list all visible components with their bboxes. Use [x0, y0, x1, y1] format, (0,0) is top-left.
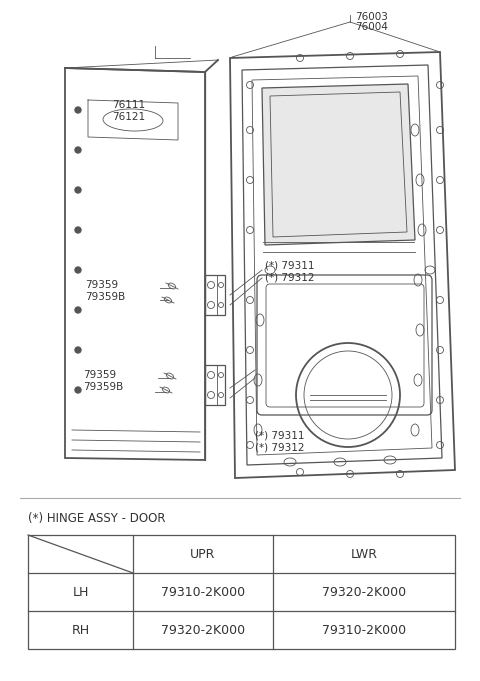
Text: 76121: 76121 — [112, 112, 145, 122]
Text: (*) HINGE ASSY - DOOR: (*) HINGE ASSY - DOOR — [28, 512, 166, 525]
Text: (*) 79311: (*) 79311 — [255, 430, 304, 440]
Circle shape — [75, 307, 81, 313]
Polygon shape — [262, 84, 415, 245]
Text: 79310-2K000: 79310-2K000 — [161, 586, 245, 599]
Circle shape — [75, 347, 81, 353]
Text: 76003: 76003 — [355, 12, 388, 22]
Text: (*) 79311: (*) 79311 — [265, 260, 314, 270]
Circle shape — [75, 227, 81, 233]
Text: 79320-2K000: 79320-2K000 — [322, 586, 406, 599]
Bar — [28, 535, 455, 649]
Bar — [205, 275, 225, 315]
Text: 79310-2K000: 79310-2K000 — [322, 624, 406, 637]
Circle shape — [75, 107, 81, 113]
Text: 79359: 79359 — [83, 370, 116, 380]
Text: 76111: 76111 — [112, 100, 145, 110]
Bar — [205, 365, 225, 405]
Text: (*) 79312: (*) 79312 — [255, 442, 304, 452]
Text: 79359B: 79359B — [85, 292, 125, 302]
Text: RH: RH — [72, 624, 90, 637]
Text: 79359: 79359 — [85, 280, 118, 290]
Text: 79359B: 79359B — [83, 382, 123, 392]
Circle shape — [75, 387, 81, 393]
Text: UPR: UPR — [190, 548, 216, 560]
Circle shape — [75, 147, 81, 153]
Circle shape — [75, 267, 81, 273]
Text: LH: LH — [72, 586, 89, 599]
Circle shape — [75, 187, 81, 193]
Text: LWR: LWR — [350, 548, 377, 560]
Text: 79320-2K000: 79320-2K000 — [161, 624, 245, 637]
Text: (*) 79312: (*) 79312 — [265, 272, 314, 282]
Text: 76004: 76004 — [355, 22, 388, 32]
